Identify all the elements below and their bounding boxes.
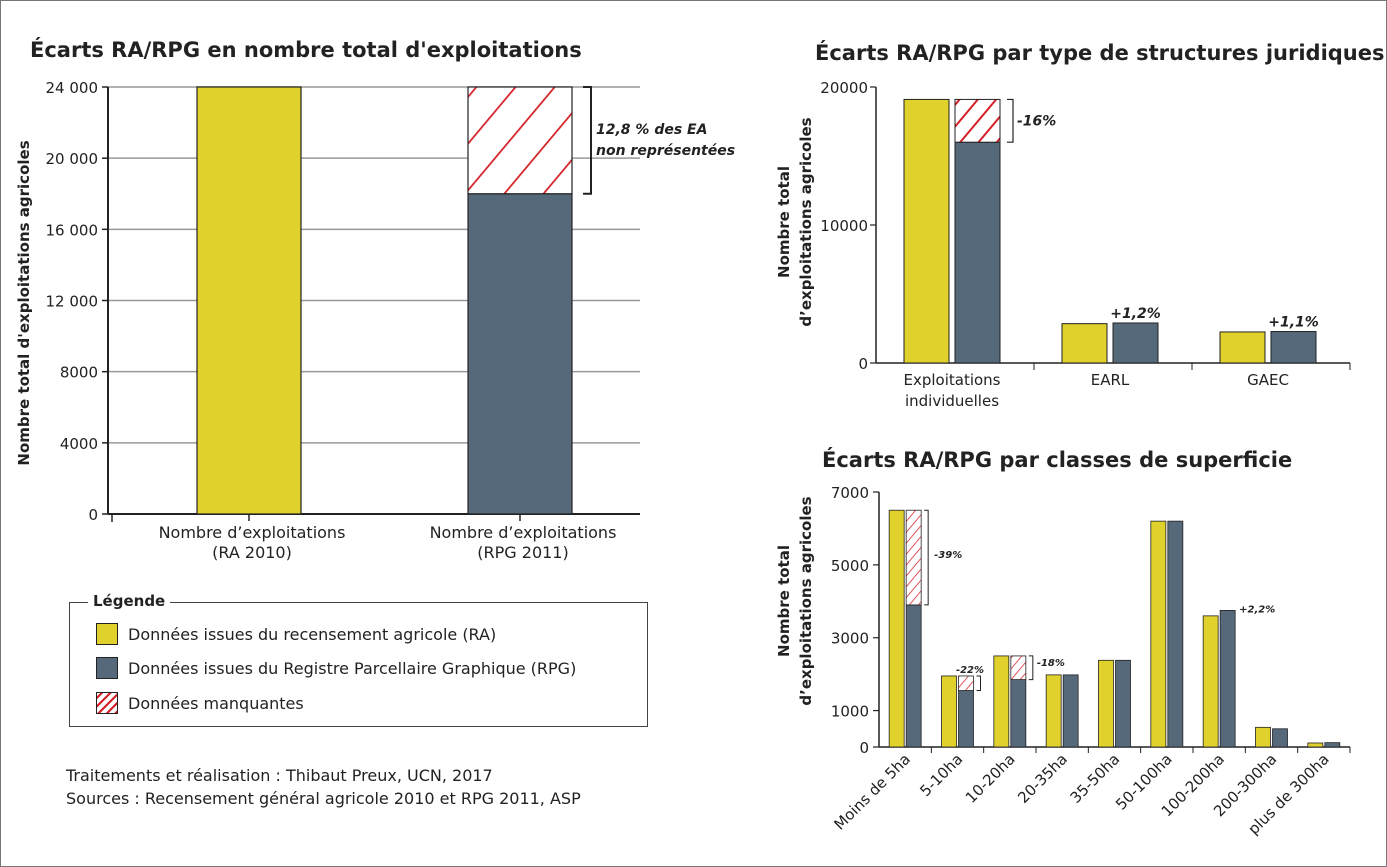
chart3-bar-ra [888,509,905,748]
chart3-bar-ra [1045,674,1062,748]
chart3-bar-rpg [1010,679,1027,748]
legend-swatch-ra [96,623,118,645]
chart3-bar-ra [941,675,957,748]
credits-line-1: Traitements et réalisation : Thibaut Pre… [66,766,493,785]
legend-label-rpg: Données issues du Registre Parcellaire G… [128,658,577,678]
chart1-annotation: 12,8 % des EA [596,122,707,138]
legend-item-rpg: Données issues du Registre Parcellaire G… [96,656,576,680]
chart3-ytick-label: 3000 [831,630,869,648]
chart3-title: Écarts RA/RPG par classes de superficie [822,448,1293,472]
legend-label-missing: Données manquantes [128,693,304,713]
chart3-bar-ra [1307,742,1324,748]
chart3-data-label: -18% [1037,658,1065,669]
legend-swatch-missing [96,692,118,714]
chart2-xtick-label: individuelles [905,392,999,410]
legend-swatch-rpg [96,657,118,679]
chart1-bar-rpg [467,193,573,515]
chart3-bar-missing [958,675,974,691]
chart3-bar-rpg [1115,659,1131,748]
chart3-ylabel: Nombre total [775,545,793,657]
chart3-bar-rpg [1062,674,1079,748]
chart2-bar-rpg [1270,331,1317,364]
chart1-ytick-label: 20 000 [46,150,99,168]
chart2-xtick-label: Exploitations [903,371,1000,389]
chart3-data-label: +2,2% [1239,604,1275,615]
chart2-bar-ra [1061,323,1108,364]
chart3-xtick-label: 10-20ha [962,750,1019,807]
chart1-xtick-label: (RA 2010) [212,543,292,562]
chart3-ytick-label: 1000 [831,703,869,721]
chart2-bar-rpg [1112,322,1159,364]
chart2-ylabel: d’exploitations agricoles [797,117,815,326]
chart3-data-label: -22% [956,665,984,676]
chart1-ytick-label: 12 000 [46,293,99,311]
chart1-ytick-label: 24 000 [46,79,99,97]
credits-line-2: Sources : Recensement général agricole 2… [66,789,581,808]
chart3-bar-rpg [1324,742,1341,748]
chart3-ytick-label: 7000 [831,484,869,502]
chart2-ylabel: Nombre total [775,166,793,278]
chart1-missing-bracket [583,86,592,195]
chart3-bar-missing [1010,655,1027,681]
chart1-ytick-label: 16 000 [46,221,99,239]
legend-item-ra: Données issues du recensement agricole (… [96,622,496,646]
chart3-missing-bracket [1028,655,1034,681]
chart1-xtick-label: Nombre d’exploitations [159,523,346,542]
chart3-bar-rpg [1272,728,1288,748]
chart1-annotation: non représentées [596,143,735,159]
chart1-xtick-label: (RPG 2011) [477,543,568,562]
chart3-bar-ra [1150,520,1167,748]
legend-title: Légende [88,592,171,610]
chart2-bar-ra [903,98,950,364]
chart1-ytick-label: 8000 [60,364,98,382]
chart3-xtick-label: 5-10ha [916,750,966,800]
legend: Légende Données issues du recensement ag… [69,592,648,727]
chart2-data-label: +1,1% [1268,315,1319,331]
chart1-xtick-label: Nombre d’exploitations [430,523,617,542]
chart1-ytick-label: 0 [88,506,98,524]
chart3-bar-ra [993,655,1010,748]
chart3-ylabel: d’exploitations agricoles [797,496,815,705]
chart2-title: Écarts RA/RPG par type de structures jur… [815,41,1385,65]
chart3-xtick-label: 20-35ha [1014,750,1071,807]
chart3-ytick-label: 0 [859,739,869,757]
legend-item-missing: Données manquantes [96,691,304,715]
chart2-data-label: +1,2% [1110,306,1161,322]
chart3-missing-bracket [924,509,929,606]
chart2-missing-bracket [1007,98,1014,143]
chart1-bar-ra [196,86,302,515]
chart3-bar-missing [905,509,922,606]
chart3-data-label: -39% [934,550,962,561]
legend-label-ra: Données issues du recensement agricole (… [128,624,497,644]
chart1-title: Écarts RA/RPG en nombre total d'exploita… [30,38,582,62]
chart3-xtick-label: Moins de 5ha [830,750,914,834]
chart1-ytick-label: 4000 [60,435,98,453]
chart2-bar-rpg [954,141,1001,364]
chart2-data-label: -16% [1017,113,1056,129]
chart3-bar-rpg [958,690,974,748]
chart3-bar-ra [1202,615,1219,748]
chart2-bar-ra [1219,331,1266,364]
chart2-bar-missing [954,98,1001,143]
chart3-bar-rpg [1167,520,1184,748]
chart2-ytick-label: 10000 [820,217,868,235]
chart1-bar-missing [467,86,573,195]
chart2-ytick-label: 0 [858,355,868,373]
chart2-xtick-label: EARL [1091,371,1130,389]
chart3-missing-bracket [976,675,981,692]
chart3-bar-rpg [1219,609,1236,748]
chart3-bar-rpg [905,604,922,748]
chart3-bar-ra [1098,659,1114,748]
chart3-ytick-label: 5000 [831,557,869,575]
chart1-ylabel: Nombre total d'exploitations agricoles [15,140,33,465]
chart2-xtick-label: GAEC [1247,371,1289,389]
chart3-bar-ra [1255,726,1271,748]
chart2-ytick-label: 20000 [820,79,868,97]
